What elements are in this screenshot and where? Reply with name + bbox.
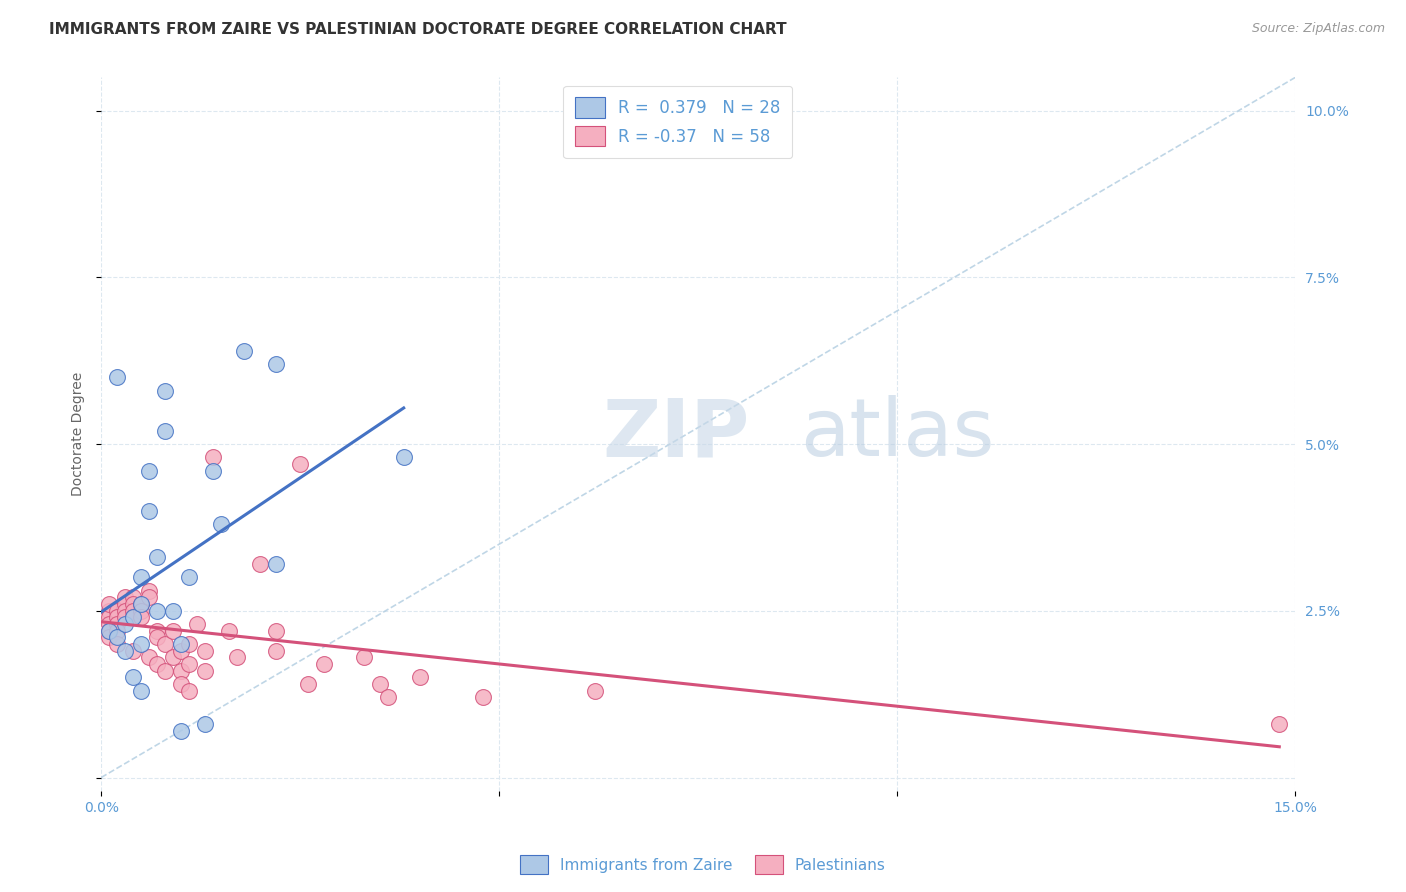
Point: [122, 610, 145, 624]
Text: IMMIGRANTS FROM ZAIRE VS PALESTINIAN DOCTORATE DEGREE CORRELATION CHART: IMMIGRANTS FROM ZAIRE VS PALESTINIAN DOC…: [49, 22, 787, 37]
Point: [170, 677, 193, 691]
Point: [98, 610, 121, 624]
Point: [194, 664, 217, 678]
Point: [129, 604, 152, 618]
Point: [146, 550, 169, 565]
Point: [233, 343, 256, 358]
Point: [129, 683, 152, 698]
Point: [98, 617, 121, 632]
Point: [138, 583, 160, 598]
Point: [138, 504, 160, 518]
Point: [249, 557, 271, 571]
Point: [105, 617, 128, 632]
Point: [138, 464, 160, 478]
Point: [114, 604, 136, 618]
Point: [129, 597, 152, 611]
Point: [122, 610, 145, 624]
Point: [105, 604, 128, 618]
Point: [98, 624, 121, 638]
Text: atlas: atlas: [800, 395, 994, 473]
Point: [129, 597, 152, 611]
Point: [218, 624, 240, 638]
Point: [105, 370, 128, 384]
Point: [266, 644, 288, 658]
Point: [201, 464, 224, 478]
Point: [368, 677, 391, 691]
Point: [146, 624, 169, 638]
Legend: Immigrants from Zaire, Palestinians: Immigrants from Zaire, Palestinians: [515, 849, 891, 880]
Point: [583, 683, 606, 698]
Point: [194, 644, 217, 658]
Point: [170, 664, 193, 678]
Point: [122, 597, 145, 611]
Point: [98, 624, 121, 638]
Point: [201, 450, 224, 465]
Point: [114, 644, 136, 658]
Point: [98, 631, 121, 645]
Point: [105, 610, 128, 624]
Point: [177, 637, 200, 651]
Point: [105, 631, 128, 645]
Point: [146, 657, 169, 672]
Point: [170, 637, 193, 651]
Point: [177, 683, 200, 698]
Point: [290, 457, 312, 471]
Point: [170, 644, 193, 658]
Point: [162, 624, 184, 638]
Point: [209, 517, 232, 532]
Point: [408, 671, 430, 685]
Point: [129, 637, 152, 651]
Point: [114, 591, 136, 605]
Point: [122, 671, 145, 685]
Point: [138, 591, 160, 605]
Point: [153, 424, 176, 438]
Point: [472, 690, 495, 705]
Point: [353, 650, 375, 665]
Point: [129, 570, 152, 584]
Point: [153, 384, 176, 398]
Point: [266, 624, 288, 638]
Point: [98, 604, 121, 618]
Point: [153, 637, 176, 651]
Point: [129, 610, 152, 624]
Point: [314, 657, 336, 672]
Point: [266, 357, 288, 371]
Legend: R =  0.379   N = 28, R = -0.37   N = 58: R = 0.379 N = 28, R = -0.37 N = 58: [564, 86, 793, 158]
Point: [177, 657, 200, 672]
Text: ZIP: ZIP: [603, 395, 749, 473]
Point: [153, 664, 176, 678]
Point: [392, 450, 415, 465]
Point: [98, 597, 121, 611]
Point: [105, 624, 128, 638]
Point: [266, 557, 288, 571]
Point: [186, 617, 208, 632]
Point: [170, 723, 193, 738]
Point: [162, 604, 184, 618]
Y-axis label: Doctorate Degree: Doctorate Degree: [72, 372, 86, 496]
Point: [194, 717, 217, 731]
Point: [122, 591, 145, 605]
Text: Source: ZipAtlas.com: Source: ZipAtlas.com: [1251, 22, 1385, 36]
Point: [146, 604, 169, 618]
Point: [297, 677, 319, 691]
Point: [377, 690, 399, 705]
Point: [114, 597, 136, 611]
Point: [225, 650, 247, 665]
Point: [105, 637, 128, 651]
Point: [146, 631, 169, 645]
Point: [114, 610, 136, 624]
Point: [1268, 717, 1291, 731]
Point: [162, 650, 184, 665]
Point: [122, 644, 145, 658]
Point: [114, 617, 136, 632]
Point: [122, 604, 145, 618]
Point: [138, 650, 160, 665]
Point: [177, 570, 200, 584]
